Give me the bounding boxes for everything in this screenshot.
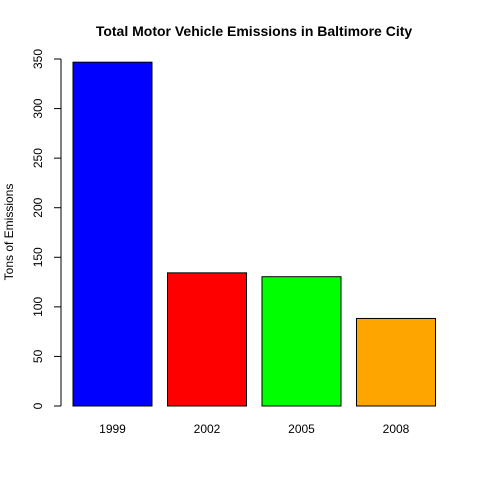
x-tick-label: 2008 — [383, 422, 410, 436]
x-tick-label: 2005 — [288, 422, 315, 436]
bars-group — [72, 61, 436, 407]
y-tick-label: 50 — [31, 349, 45, 363]
y-tick-label: 0 — [31, 402, 45, 409]
y-tick-label: 250 — [31, 148, 45, 168]
y-tick-label: 300 — [31, 98, 45, 118]
bar-2005 — [261, 276, 342, 407]
bar-2002 — [167, 272, 247, 407]
chart-title: Total Motor Vehicle Emissions in Baltimo… — [96, 23, 413, 39]
y-tick-label: 100 — [31, 297, 45, 317]
y-tick-label: 150 — [31, 247, 45, 267]
bar-1999 — [72, 61, 153, 407]
x-tick-labels: 1999 2002 2005 2008 — [99, 422, 410, 436]
bar-2008 — [356, 317, 436, 407]
y-tick-label: 350 — [31, 49, 45, 69]
y-axis: 0 50 100 150 200 250 300 350 — [31, 49, 62, 409]
y-tick-label: 200 — [31, 197, 45, 217]
y-axis-label: Tons of Emissions — [2, 184, 16, 281]
x-tick-label: 1999 — [99, 422, 126, 436]
x-tick-label: 2002 — [194, 422, 221, 436]
